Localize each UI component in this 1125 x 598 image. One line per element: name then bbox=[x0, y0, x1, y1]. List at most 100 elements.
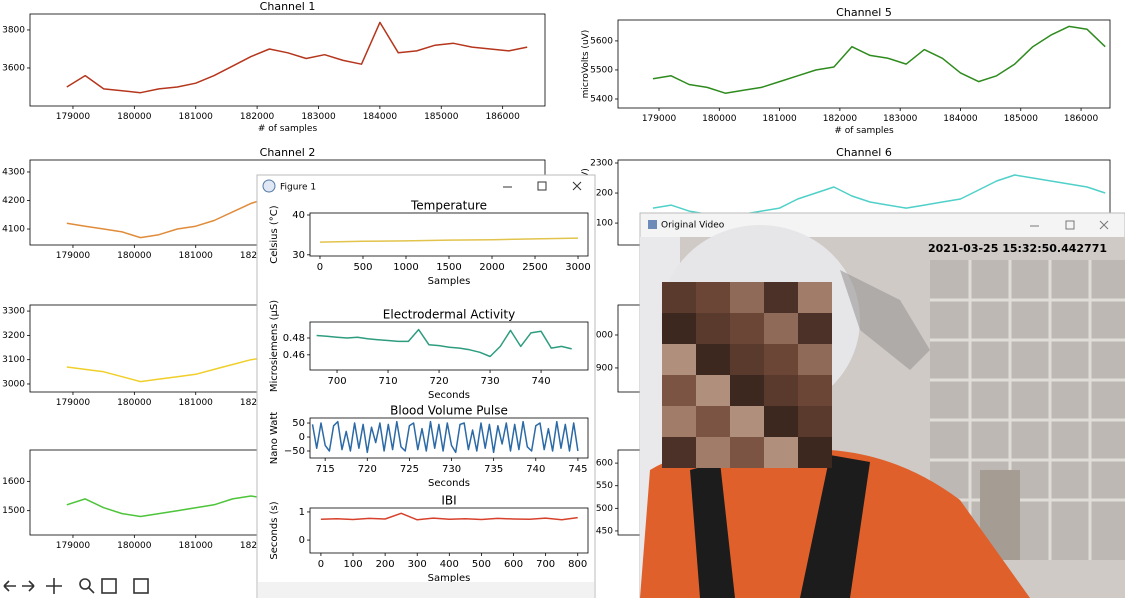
x-tick-label: 2000 bbox=[479, 262, 504, 273]
x-tick-label: 181000 bbox=[179, 112, 214, 122]
back-button[interactable] bbox=[3, 580, 16, 592]
y-tick-label: 1 bbox=[299, 507, 305, 518]
y-tick-label: 50 bbox=[292, 418, 305, 429]
face-pixel bbox=[764, 313, 798, 344]
axes-frame bbox=[29, 13, 546, 107]
signal-line bbox=[319, 237, 579, 243]
y-tick-label: 0 bbox=[299, 432, 305, 443]
plot-title: Channel 1 bbox=[260, 0, 316, 13]
x-tick-label: 725 bbox=[400, 464, 419, 475]
x-tick-label: 184000 bbox=[363, 112, 398, 122]
forward-button[interactable] bbox=[22, 580, 35, 592]
x-tick-label: 710 bbox=[378, 376, 397, 387]
face-pixel bbox=[798, 313, 832, 344]
x-axis-label: Seconds bbox=[428, 390, 470, 401]
x-axis-label: # of samples bbox=[258, 124, 318, 134]
y-axis-label: Seconds (s) bbox=[269, 501, 280, 559]
plot-title: Channel 5 bbox=[836, 6, 892, 19]
face-pixel bbox=[662, 406, 696, 437]
zoom-button[interactable] bbox=[79, 578, 91, 590]
y-axis-label: Nano Watt bbox=[269, 412, 280, 465]
window-icon bbox=[648, 220, 657, 229]
y-tick-label: 3600 bbox=[2, 63, 25, 73]
x-tick-label: 700 bbox=[536, 559, 555, 570]
face-pixel bbox=[798, 406, 832, 437]
y-tick-label: 0.48 bbox=[283, 333, 305, 344]
close-button[interactable] bbox=[572, 181, 582, 191]
x-tick-label: 730 bbox=[442, 464, 461, 475]
axes-frame bbox=[617, 19, 1111, 109]
x-tick-label: 700 bbox=[327, 376, 346, 387]
x-tick-label: 182000 bbox=[823, 114, 858, 124]
y-tick-label: 1500 bbox=[2, 506, 25, 516]
x-tick-label: 180000 bbox=[117, 251, 152, 261]
face-pixel bbox=[764, 282, 798, 313]
face-pixel bbox=[730, 437, 764, 468]
x-tick-label: 180000 bbox=[117, 112, 152, 122]
x-tick-label: 500 bbox=[472, 559, 491, 570]
y-tick-label: 3800 bbox=[2, 25, 25, 35]
pan-button[interactable] bbox=[46, 578, 62, 594]
y-tick-label: 5400 bbox=[590, 94, 613, 104]
face-pixel bbox=[730, 313, 764, 344]
figure1-window: Figure 1 0 500 1000 1500 2000 2500 30003040Tem… bbox=[256, 174, 596, 598]
axes-background bbox=[310, 213, 588, 256]
figure1-toolbar bbox=[258, 582, 594, 598]
y-tick-label: 4300 bbox=[2, 167, 25, 177]
axes-frame bbox=[309, 417, 589, 459]
y-tick-label: 0 bbox=[299, 535, 305, 546]
x-tick-label: 600 bbox=[504, 559, 523, 570]
x-tick-label: 186000 bbox=[1064, 114, 1099, 124]
x-tick-label: 179000 bbox=[56, 251, 91, 261]
window-icon bbox=[262, 179, 276, 193]
face-pixel bbox=[696, 375, 730, 406]
x-tick-label: 179000 bbox=[56, 398, 91, 408]
face-pixel bbox=[798, 282, 832, 313]
plot-title: Temperature bbox=[410, 199, 487, 213]
x-tick-label: 181000 bbox=[179, 541, 214, 551]
face-pixel bbox=[764, 406, 798, 437]
zoom-handle bbox=[88, 587, 95, 594]
x-tick-label: 720 bbox=[358, 464, 377, 475]
y-axis-label: microVolts (uV) bbox=[581, 30, 591, 99]
configure-button[interactable] bbox=[101, 578, 117, 594]
save-button[interactable] bbox=[133, 578, 149, 594]
y-axis-label: Celsius (°C) bbox=[269, 205, 280, 264]
face-pixel bbox=[662, 282, 696, 313]
x-axis-label: Samples bbox=[428, 276, 471, 287]
face-pixel bbox=[798, 344, 832, 375]
y-tick-label: 30 bbox=[292, 250, 305, 261]
x-tick-label: 180000 bbox=[117, 541, 152, 551]
x-axis-label: # of samples bbox=[834, 126, 894, 136]
maximize-button[interactable] bbox=[537, 181, 547, 191]
x-axis-label: Samples bbox=[428, 573, 471, 584]
y-tick-label: 2200 bbox=[590, 189, 613, 199]
y-tick-label: 1500 bbox=[590, 504, 613, 514]
axes-frame bbox=[309, 321, 589, 371]
main-toolbar bbox=[3, 578, 149, 594]
x-axis-label: Seconds bbox=[428, 478, 470, 489]
plot-title: Channel 6 bbox=[836, 146, 892, 159]
y-tick-label: 4100 bbox=[2, 225, 25, 235]
close-button[interactable] bbox=[1099, 220, 1109, 230]
x-tick-label: 180000 bbox=[702, 114, 737, 124]
signal-line bbox=[652, 25, 1106, 94]
y-axis-label: Microsiemens (µS) bbox=[269, 300, 280, 392]
face-pixel bbox=[730, 344, 764, 375]
x-tick-label: 400 bbox=[440, 559, 459, 570]
y-tick-label: 3200 bbox=[2, 331, 25, 341]
window-bars bbox=[930, 260, 1125, 560]
y-tick-label: 5500 bbox=[590, 65, 613, 75]
face-pixel bbox=[798, 375, 832, 406]
axes-background bbox=[618, 20, 1110, 108]
x-tick-label: 186000 bbox=[485, 112, 520, 122]
x-tick-label: 730 bbox=[481, 376, 500, 387]
signal-line bbox=[320, 512, 578, 521]
maximize-button[interactable] bbox=[1065, 220, 1075, 230]
plot-title: Blood Volume Pulse bbox=[390, 404, 508, 418]
x-tick-label: 740 bbox=[532, 376, 551, 387]
y-tick-label: 4200 bbox=[2, 196, 25, 206]
video-window: Original Video 2021-03-25 15:32:50.44277… bbox=[639, 212, 1125, 598]
x-tick-label: 181000 bbox=[179, 251, 214, 261]
